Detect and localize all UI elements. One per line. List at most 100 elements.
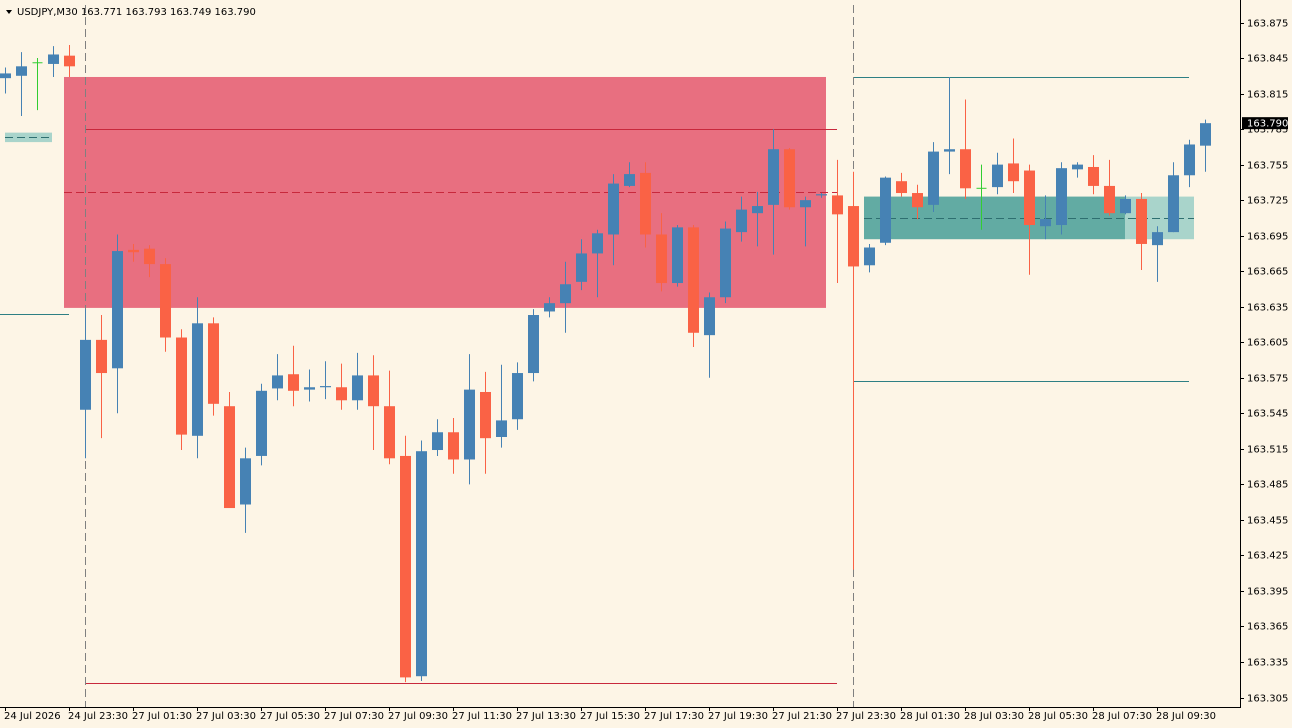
candle-body <box>992 164 1003 188</box>
candle-body <box>432 432 443 451</box>
menu-triangle[interactable] <box>6 10 12 14</box>
chart-title: USDJPY,M30 163.771 163.793 163.749 163.7… <box>17 7 256 18</box>
candle-body <box>304 387 315 390</box>
x-tick-label: 27 Jul 19:30 <box>708 711 768 722</box>
candle-body <box>832 195 843 215</box>
x-tick-label: 27 Jul 07:30 <box>324 711 384 722</box>
candle-body <box>288 374 299 391</box>
candle-body <box>128 249 139 253</box>
candle-body <box>704 297 715 336</box>
x-tick-label: 27 Jul 05:30 <box>260 711 320 722</box>
candle-body <box>176 337 187 435</box>
candle-body <box>928 151 939 205</box>
candle-body <box>608 183 619 235</box>
y-tick-label: 163.875 <box>1247 19 1288 30</box>
candle-body <box>1024 170 1035 226</box>
candle-body <box>1104 185 1115 214</box>
candle-body <box>800 200 811 208</box>
candle-body <box>448 432 459 460</box>
candle-body <box>256 390 267 456</box>
candle-body <box>528 315 539 374</box>
candle-body <box>144 248 155 265</box>
candle-body <box>224 406 235 509</box>
x-tick-label: 27 Jul 09:30 <box>388 711 448 722</box>
candle-body <box>768 149 779 205</box>
y-tick-label: 163.365 <box>1247 622 1288 633</box>
candle-body <box>192 323 203 436</box>
candle-body <box>480 391 491 439</box>
candle-body <box>368 375 379 407</box>
y-tick-label: 163.455 <box>1247 516 1288 527</box>
x-tick-label: 27 Jul 17:30 <box>644 711 704 722</box>
candle-body <box>1040 219 1051 227</box>
y-tick-label: 163.395 <box>1247 587 1288 598</box>
candle-body <box>512 373 523 420</box>
candle-body <box>864 247 875 266</box>
candle-body <box>112 251 123 369</box>
candle-body <box>1120 198 1131 214</box>
zone <box>5 132 52 143</box>
candle-body <box>1136 198 1147 244</box>
candle-body <box>80 339 91 410</box>
candle-body <box>400 455 411 678</box>
x-tick-label: 28 Jul 01:30 <box>900 711 960 722</box>
x-tick-label: 24 Jul 23:30 <box>68 711 128 722</box>
x-tick-label: 27 Jul 01:30 <box>132 711 192 722</box>
y-tick-label: 163.425 <box>1247 551 1288 562</box>
candle-body <box>464 389 475 460</box>
x-tick-label: 27 Jul 13:30 <box>516 711 576 722</box>
candle-body <box>416 451 427 677</box>
y-tick-label: 163.605 <box>1247 338 1288 349</box>
x-tick-label: 27 Jul 03:30 <box>196 711 256 722</box>
candle-body <box>352 375 363 401</box>
last-price-label: 163.790 <box>1247 119 1288 130</box>
y-tick-label: 163.785 <box>1247 125 1288 136</box>
candle-body <box>640 172 651 235</box>
x-tick-label: 27 Jul 15:30 <box>580 711 640 722</box>
candle-body <box>752 206 763 214</box>
candle-body <box>912 193 923 208</box>
x-tick-label: 28 Jul 09:30 <box>1156 711 1216 722</box>
candle-body <box>96 339 107 374</box>
y-tick-label: 163.485 <box>1247 480 1288 491</box>
candle-body <box>672 227 683 284</box>
candle-body <box>208 323 219 404</box>
candle-body <box>496 420 507 437</box>
y-tick-label: 163.725 <box>1247 196 1288 207</box>
candle-body <box>576 253 587 282</box>
y-tick-label: 163.545 <box>1247 409 1288 420</box>
candle-body <box>592 233 603 254</box>
y-tick-label: 163.635 <box>1247 303 1288 314</box>
candle-body <box>1152 232 1163 246</box>
candle-body <box>272 375 283 389</box>
candle-body <box>1200 123 1211 146</box>
candle-body <box>944 149 955 152</box>
candle-body <box>1088 166 1099 186</box>
plot-area <box>0 5 1211 707</box>
x-tick-label: 24 Jul 2026 <box>4 711 61 722</box>
candle-body <box>848 206 859 267</box>
x-tick-label: 28 Jul 07:30 <box>1092 711 1152 722</box>
candle-body <box>64 55 75 67</box>
candle-body <box>1008 163 1019 182</box>
candle-body <box>960 149 971 189</box>
y-tick-label: 163.575 <box>1247 374 1288 385</box>
y-tick-label: 163.755 <box>1247 161 1288 172</box>
x-tick-label: 27 Jul 21:30 <box>772 711 832 722</box>
candle-body <box>544 303 555 312</box>
candle-body <box>240 458 251 505</box>
y-tick-label: 163.515 <box>1247 445 1288 456</box>
x-tick-label: 28 Jul 05:30 <box>1028 711 1088 722</box>
candle-body <box>1184 144 1195 176</box>
candle-body <box>0 73 11 79</box>
y-tick-label: 163.695 <box>1247 232 1288 243</box>
candle-body <box>720 228 731 298</box>
candle-body <box>48 54 59 64</box>
y-tick-label: 163.665 <box>1247 267 1288 278</box>
candle-body <box>624 174 635 186</box>
candle-body <box>816 194 827 196</box>
last-price-box <box>1242 117 1288 130</box>
candle-body <box>320 386 331 388</box>
